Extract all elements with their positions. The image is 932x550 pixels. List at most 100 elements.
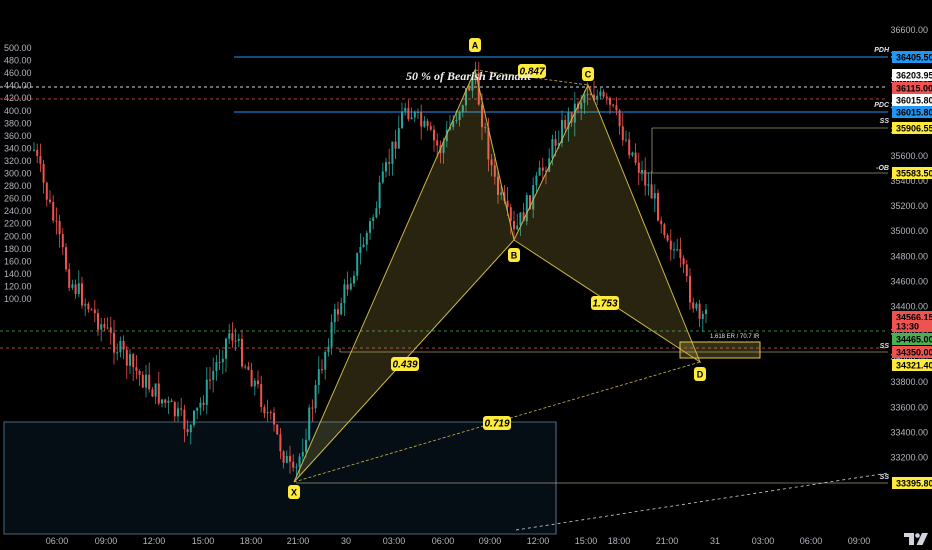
candle-body xyxy=(209,379,211,381)
candle-body xyxy=(461,105,464,112)
candle-body xyxy=(660,220,663,225)
pattern-point-label-c: C xyxy=(585,70,592,80)
ratio-badge-bd xyxy=(591,296,619,310)
candle-body xyxy=(353,275,355,284)
projection-dashed-line xyxy=(515,472,889,531)
candle-body xyxy=(263,406,266,414)
time-axis-tick: 09:00 xyxy=(95,536,118,546)
candle-body xyxy=(340,303,343,315)
candle-body xyxy=(628,139,631,156)
candle-body xyxy=(164,399,167,403)
candle-body xyxy=(343,284,346,304)
candle-body xyxy=(484,127,487,129)
candle-body xyxy=(705,309,707,315)
candle-body xyxy=(685,264,688,277)
candle-body xyxy=(113,332,115,353)
candle-body xyxy=(247,366,250,371)
candle-body xyxy=(433,129,435,141)
candle-body xyxy=(324,351,327,370)
side-label-ss3: SS xyxy=(880,474,890,481)
candle-body xyxy=(193,410,195,425)
candle-body xyxy=(273,412,275,425)
price-label-text: 36203.95 xyxy=(896,71,932,81)
candle-body xyxy=(359,247,362,254)
candle-body xyxy=(282,451,285,463)
price-label-box xyxy=(892,333,932,345)
candle-body xyxy=(109,327,112,333)
pattern-point-b xyxy=(508,248,520,262)
bearish-pennant-note: 50 % of Bearish Pennant xyxy=(406,69,531,83)
candle-body xyxy=(596,95,599,100)
candle-body xyxy=(49,199,51,202)
candle-body xyxy=(55,220,58,222)
candle-body xyxy=(132,354,135,368)
ratio-badge-ac xyxy=(518,64,546,78)
candle-body xyxy=(45,182,48,200)
price-label-text: 35583.50 xyxy=(896,169,932,179)
candle-body xyxy=(231,333,234,341)
candle-body xyxy=(333,309,336,323)
candle-body xyxy=(605,96,608,98)
time-axis-tick: 21:00 xyxy=(287,536,310,546)
candle-body xyxy=(663,224,666,236)
candle-body xyxy=(618,110,621,127)
ratio-label-xb: 0.439 xyxy=(392,360,417,371)
left-price-tick: 320.00 xyxy=(4,156,32,166)
candle-body xyxy=(631,152,634,156)
candle-body xyxy=(593,94,595,100)
candle-body xyxy=(621,126,624,141)
candle-body xyxy=(106,327,109,329)
time-axis-tick: 09:00 xyxy=(848,536,871,546)
candle-body xyxy=(465,87,467,106)
candle-body xyxy=(68,269,71,288)
candle-body xyxy=(474,72,477,79)
left-price-tick: 160.00 xyxy=(4,256,32,266)
price-label-box xyxy=(892,51,932,63)
candle-body xyxy=(65,247,67,270)
candle-body xyxy=(676,249,679,251)
candle-body xyxy=(301,451,304,457)
candle-body xyxy=(692,302,695,309)
ratio-badge-xb xyxy=(391,357,419,371)
price-label-box xyxy=(892,346,932,358)
candle-body xyxy=(385,162,387,172)
right-price-tick: 35200.00 xyxy=(890,201,928,211)
candle-body xyxy=(321,369,323,371)
candle-body xyxy=(426,120,429,127)
candle-body xyxy=(570,111,573,123)
candle-body xyxy=(269,412,272,414)
candle-body xyxy=(698,303,701,319)
right-price-tick: 35600.00 xyxy=(890,151,928,161)
candle-body xyxy=(561,119,563,144)
candle-body xyxy=(244,366,247,368)
price-label-box xyxy=(892,106,932,118)
candle-body xyxy=(404,108,407,112)
candle-body xyxy=(103,324,106,328)
candle-body xyxy=(90,309,93,311)
price-label-text: 34566.15 xyxy=(896,313,932,323)
price-label-box xyxy=(892,320,932,332)
candle-body xyxy=(375,208,378,218)
candle-body xyxy=(161,399,163,404)
time-axis-tick: 18:00 xyxy=(240,536,263,546)
candle-body xyxy=(285,455,288,463)
time-axis-tick: 12:00 xyxy=(143,536,166,546)
price-label-text: 36015.80 xyxy=(896,96,932,106)
candle-body xyxy=(513,221,515,230)
candle-body xyxy=(666,235,669,241)
candle-body xyxy=(410,117,413,120)
candle-body xyxy=(554,139,557,146)
left-price-tick: 440.00 xyxy=(4,81,32,91)
left-price-tick: 120.00 xyxy=(4,281,32,291)
candle-body xyxy=(673,249,675,251)
time-axis-tick: 06:00 xyxy=(432,536,455,546)
candle-body xyxy=(71,284,74,288)
candle-body xyxy=(116,352,119,354)
left-price-tick: 140.00 xyxy=(4,269,32,279)
time-axis-tick: 06:00 xyxy=(800,536,823,546)
candle-body xyxy=(141,374,144,388)
candle-body xyxy=(394,141,397,149)
left-price-tick: 180.00 xyxy=(4,244,32,254)
price-label-text: 33395.80 xyxy=(896,479,932,489)
